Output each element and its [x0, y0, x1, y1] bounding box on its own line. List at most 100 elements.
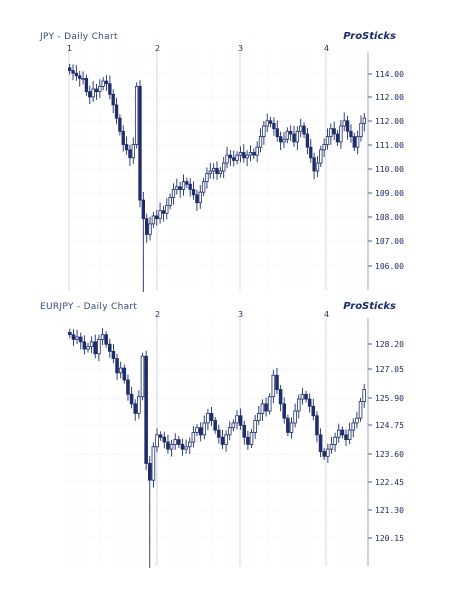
candle-body [155, 215, 159, 219]
candle-body [115, 358, 119, 374]
candle-body [249, 432, 254, 445]
y-tick-label: 123.60 [375, 450, 404, 459]
candle-body [232, 157, 236, 161]
candle-body [104, 80, 109, 85]
candle-body [104, 334, 108, 345]
candle-body [272, 123, 276, 130]
candle-body [188, 183, 192, 190]
y-tick-label: 110.00 [375, 165, 404, 174]
candle-body [315, 162, 320, 172]
candle-body [168, 197, 172, 206]
candle-body [147, 463, 152, 481]
candle-body [333, 436, 337, 445]
y-tick-label: 124.75 [375, 421, 404, 430]
candle-body [329, 128, 333, 138]
y-tick-label: 122.45 [375, 478, 404, 487]
jpy-chart-panel: JPY - Daily Chart ProSticks 1 2 3 4 114.00 11… [0, 28, 451, 296]
candle-body [359, 123, 363, 138]
jpy-candlestick-chart: 1 2 3 4 114.00 112.00 112.00 111.00 110.00 109.00… [64, 44, 404, 292]
candle-body [191, 189, 196, 196]
candle-body [355, 136, 360, 148]
candle-body [322, 144, 326, 151]
candle-body [222, 162, 226, 172]
y-tick-label: 120.15 [375, 534, 404, 543]
candle-body [235, 415, 239, 424]
candle-body [299, 125, 303, 132]
candle-body [108, 343, 112, 352]
candle-body [162, 436, 167, 443]
candle-body [98, 85, 102, 93]
candle-body [133, 403, 138, 414]
candle-body [195, 427, 199, 433]
candle-body [235, 154, 239, 161]
candle-body [191, 432, 196, 443]
y-tick-label: 121.30 [375, 506, 404, 515]
candle-body [97, 339, 101, 355]
candle-body [339, 125, 343, 143]
candle-body [292, 133, 296, 143]
y-tick-label: 127.05 [375, 365, 404, 374]
candle-body [215, 167, 219, 175]
candle-body [312, 157, 316, 172]
candle-body [86, 346, 90, 350]
candle-body [275, 128, 279, 138]
candle-body [129, 393, 134, 405]
candle-body [78, 336, 83, 343]
candle-body [165, 204, 169, 214]
candle-body [173, 439, 177, 445]
y-tick-label: 112.00 [375, 117, 404, 126]
candle-body [185, 181, 189, 185]
candle-body [131, 144, 135, 159]
candle-body [144, 355, 148, 464]
candle-body [71, 334, 76, 340]
candle-body [128, 149, 132, 159]
chart-title: EURJPY - Daily Chart [40, 302, 138, 312]
candle-body [278, 389, 283, 405]
candle-body [358, 401, 363, 419]
candle-body [318, 434, 323, 452]
candles [68, 328, 366, 568]
candle-body [141, 199, 146, 219]
candle-body [198, 191, 202, 204]
y-tick-label: 106.00 [375, 262, 404, 271]
candle-body [88, 91, 92, 98]
candle-body [134, 85, 139, 145]
candle-body [94, 88, 99, 93]
candle-body [220, 436, 225, 445]
candle-body [355, 417, 359, 424]
candle-body [248, 152, 253, 156]
candle-body [282, 138, 286, 143]
candle-body [246, 436, 250, 445]
candle-body [315, 415, 319, 436]
candle-body [82, 341, 87, 350]
y-tick-label: 114.00 [375, 70, 404, 79]
candle-body [238, 415, 243, 426]
candle-body [322, 451, 326, 457]
candle-body [89, 341, 94, 348]
x-marker-label: 4 [324, 44, 329, 53]
candle-body [362, 389, 366, 402]
candle-body [151, 446, 156, 481]
y-tick-label: 112.00 [375, 93, 404, 102]
candle-body [208, 170, 212, 175]
candle-body [198, 427, 203, 436]
x-marker-label: 4 [324, 310, 329, 319]
y-tick-label: 125.90 [375, 394, 404, 403]
candle-body [264, 403, 268, 412]
candle-body [288, 130, 293, 135]
candle-body [121, 130, 125, 145]
candle-body [302, 125, 306, 135]
candle-body [305, 133, 310, 148]
candle-body [286, 417, 290, 433]
y-tick-label: 128.20 [375, 340, 404, 349]
candle-body [118, 367, 123, 374]
candle-body [140, 355, 145, 398]
candle-body [169, 443, 174, 450]
candle-body [81, 78, 85, 81]
candle-body [335, 133, 340, 143]
candle-body [91, 88, 95, 98]
candle-body [262, 125, 266, 138]
candle-body [137, 396, 141, 414]
x-marker-label: 2 [155, 310, 160, 319]
candle-body [166, 441, 170, 450]
